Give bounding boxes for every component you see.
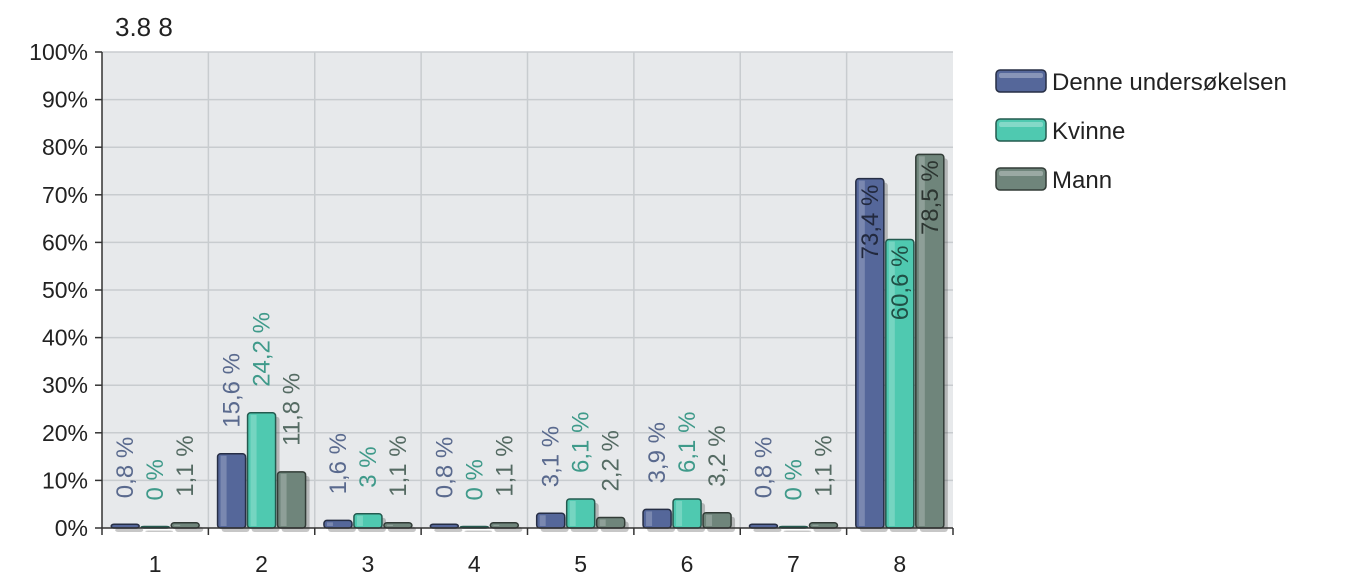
bar-shadow <box>115 528 144 532</box>
bar-highlight <box>569 500 576 526</box>
x-tick-label: 7 <box>787 551 800 577</box>
data-label: 78,5 % <box>917 160 944 235</box>
data-label: 0,8 % <box>112 437 139 498</box>
x-tick-label: 3 <box>362 551 375 577</box>
legend-swatch-highlight <box>999 171 1043 176</box>
data-label: 15,6 % <box>219 353 246 428</box>
y-tick-label: 40% <box>42 325 88 351</box>
x-tick-label: 4 <box>468 551 481 577</box>
data-label: 1,1 % <box>385 435 412 496</box>
y-tick-label: 90% <box>42 87 88 113</box>
y-tick-label: 100% <box>29 39 88 65</box>
y-tick-label: 10% <box>42 467 88 493</box>
x-tick-label: 2 <box>255 551 268 577</box>
legend-swatch <box>995 118 1047 142</box>
bar-highlight <box>356 515 363 526</box>
chart-title: 3.8 8 <box>115 12 173 42</box>
bar-highlight <box>386 524 393 526</box>
legend-swatch <box>995 69 1047 93</box>
data-label: 11,8 % <box>279 373 306 446</box>
y-tick-label: 30% <box>42 372 88 398</box>
bar-highlight <box>174 524 181 526</box>
data-label: 0 % <box>461 459 488 500</box>
bar-shadow <box>145 530 174 532</box>
x-tick-label: 5 <box>574 551 587 577</box>
bar-highlight <box>539 515 546 526</box>
bar-highlight <box>858 180 865 526</box>
legend-label: Denne undersøkelsen <box>1052 69 1287 96</box>
data-label: 0,8 % <box>431 437 458 498</box>
data-label: 3,1 % <box>538 426 565 487</box>
legend-label: Mann <box>1052 167 1112 194</box>
data-label: 1,1 % <box>172 435 199 496</box>
bar-highlight <box>599 519 606 526</box>
bar-highlight <box>280 473 287 526</box>
data-label: 1,1 % <box>810 435 837 496</box>
bar-highlight <box>676 500 683 526</box>
bar-shadow <box>753 528 782 532</box>
y-tick-label: 70% <box>42 182 88 208</box>
data-label: 0,8 % <box>750 437 777 498</box>
bar-highlight <box>812 524 819 526</box>
data-label: 73,4 % <box>857 185 884 260</box>
data-label: 3 % <box>355 446 382 487</box>
legend-swatch <box>995 167 1047 191</box>
x-tick-label: 8 <box>893 551 906 577</box>
legend: Denne undersøkelsen Kvinne Mann <box>995 69 1287 194</box>
x-tick-label: 6 <box>681 551 694 577</box>
bar-shadow <box>464 530 493 532</box>
data-label: 1,6 % <box>325 433 352 494</box>
bar-highlight <box>706 514 713 526</box>
data-label: 2,2 % <box>598 430 625 491</box>
legend-swatch-highlight <box>999 122 1043 127</box>
axes: 0% 10% 20% 30% 40% 50% 60% 70% 80% 90% 100% 1 2 3 4 5 6 7… <box>29 39 954 577</box>
bar-highlight <box>220 455 227 526</box>
bar-shadow <box>434 528 463 532</box>
bars <box>110 153 948 532</box>
data-labels: 0,8 % 15,6 % 1,6 % 0,8 % 3,1 % 3,9 % 0,8 % 73,4… <box>112 160 944 500</box>
plot-area <box>102 51 953 528</box>
data-label: 0 % <box>780 459 807 500</box>
bar-highlight <box>918 156 925 526</box>
y-tick-label: 60% <box>42 229 88 255</box>
legend-label: Kvinne <box>1052 118 1125 145</box>
y-tick-label: 50% <box>42 277 88 303</box>
bar-highlight <box>493 524 500 526</box>
y-tick-label: 0% <box>55 515 88 541</box>
y-tick-label: 20% <box>42 420 88 446</box>
data-label: 60,6 % <box>887 246 914 321</box>
data-label: 24,2 % <box>249 312 276 387</box>
legend-swatch-highlight <box>999 73 1043 78</box>
y-tick-label: 80% <box>42 134 88 160</box>
bar-shadow <box>783 530 812 532</box>
x-tick-label: 1 <box>149 551 162 577</box>
bar-highlight <box>888 241 895 526</box>
data-label: 0 % <box>142 459 169 500</box>
data-label: 1,1 % <box>491 435 518 496</box>
data-label: 3,2 % <box>704 425 731 486</box>
bar-highlight <box>326 522 333 526</box>
data-label: 6,1 % <box>568 412 595 473</box>
bar-highlight <box>646 511 653 526</box>
bar-highlight <box>250 414 257 526</box>
data-label: 3,9 % <box>644 422 671 483</box>
data-label: 6,1 % <box>674 412 701 473</box>
